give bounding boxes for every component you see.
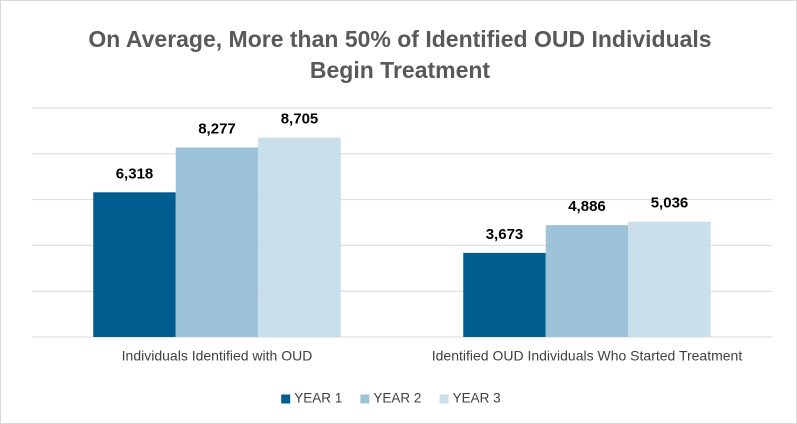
value-label: 5,036 <box>651 195 689 212</box>
x-tick-label: Individuals Identified with OUD <box>122 348 313 364</box>
legend-swatch <box>281 394 291 404</box>
chart-title: On Average, More than 50% of Identified … <box>88 26 711 52</box>
bar <box>93 192 176 337</box>
bar <box>463 252 546 337</box>
legend-swatch <box>360 394 370 404</box>
value-label: 8,705 <box>281 111 319 128</box>
legend-label: YEAR 1 <box>294 391 342 406</box>
value-label: 8,277 <box>198 120 236 137</box>
x-tick-label: Identified OUD Individuals Who Started T… <box>432 348 743 364</box>
legend-label: YEAR 3 <box>453 391 501 406</box>
value-label: 3,673 <box>486 226 524 243</box>
bar <box>628 221 711 337</box>
bar <box>258 137 341 337</box>
bar <box>545 225 629 337</box>
bar <box>175 147 259 337</box>
value-label: 4,886 <box>568 198 606 215</box>
legend-swatch <box>439 394 449 404</box>
legend-label: YEAR 2 <box>373 391 421 406</box>
value-label: 6,318 <box>116 165 154 182</box>
chart-title: Begin Treatment <box>310 57 491 83</box>
